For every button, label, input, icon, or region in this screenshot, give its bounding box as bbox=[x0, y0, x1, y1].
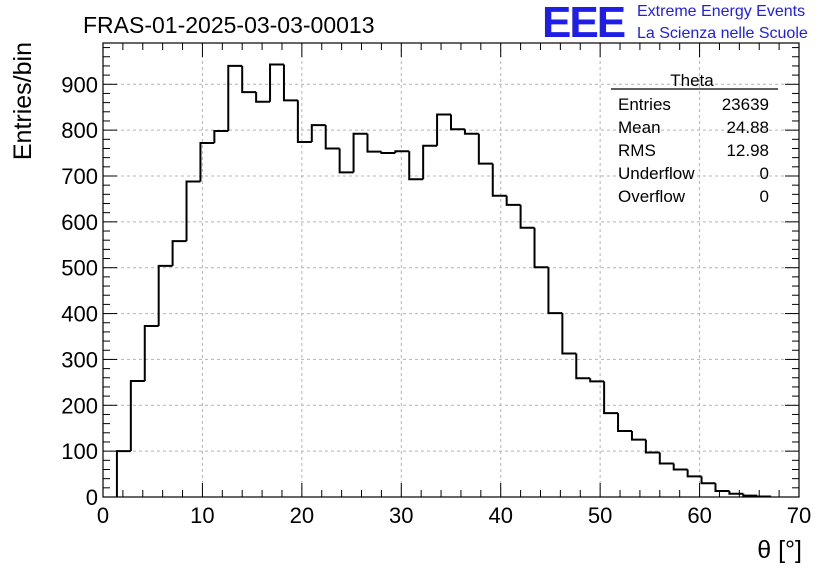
stats-row-label: Underflow bbox=[618, 164, 695, 183]
histogram-bin bbox=[171, 240, 187, 266]
histogram-bin bbox=[533, 227, 549, 269]
y-tick-label: 500 bbox=[61, 256, 98, 281]
histogram-bin bbox=[491, 163, 507, 197]
stats-box-rows: Entries 23639 Mean 24.88 RMS 12.98 Underflow 0 O… bbox=[618, 95, 769, 206]
stats-row-label: Mean bbox=[618, 118, 661, 137]
y-axis-label: Entries/bin bbox=[9, 42, 37, 160]
stats-row-value: 0 bbox=[760, 164, 769, 183]
x-tick-label: 20 bbox=[290, 503, 314, 528]
stats-row-label: RMS bbox=[618, 141, 656, 160]
histogram-bin bbox=[394, 150, 410, 154]
histogram-bin bbox=[450, 114, 465, 131]
histogram-bin bbox=[658, 452, 674, 465]
histogram-bin bbox=[617, 413, 632, 432]
histogram-bin bbox=[115, 450, 131, 497]
histogram-bin bbox=[477, 133, 493, 165]
histogram-bin bbox=[338, 148, 354, 174]
axis-ticks bbox=[102, 43, 800, 498]
y-tick-labels: 0 100 200 300 400 500 600 700 800 900 bbox=[61, 72, 98, 510]
stats-row-value: 24.88 bbox=[726, 118, 769, 137]
y-tick-label: 100 bbox=[61, 439, 98, 464]
eee-logo: EEE bbox=[542, 0, 626, 47]
histogram-bin bbox=[199, 141, 215, 182]
histogram-bin bbox=[561, 313, 577, 355]
y-tick-label: 800 bbox=[61, 118, 98, 143]
histogram-bin bbox=[255, 92, 271, 103]
logo-line-1: Extreme Energy Events bbox=[637, 3, 806, 20]
stats-row-label: Entries bbox=[618, 95, 671, 114]
x-tick-labels: 0 10 20 30 40 50 60 70 bbox=[97, 503, 811, 528]
y-tick-label: 400 bbox=[61, 302, 98, 327]
histogram-bin bbox=[463, 129, 479, 135]
y-tick-label: 600 bbox=[61, 210, 98, 235]
y-tick-label: 200 bbox=[61, 393, 98, 418]
histogram-bin bbox=[505, 195, 521, 206]
stats-box: Theta Entries 23639 Mean 24.88 RMS 12.98 Under… bbox=[611, 71, 778, 206]
histogram-bin bbox=[644, 439, 660, 454]
x-tick-label: 60 bbox=[687, 503, 711, 528]
histogram-bin bbox=[686, 469, 702, 478]
stats-row-value: 12.98 bbox=[726, 141, 769, 160]
x-axis-label: θ [°] bbox=[757, 536, 802, 564]
x-tick-label: 70 bbox=[787, 503, 811, 528]
histogram-bins bbox=[115, 63, 773, 498]
plot-frame bbox=[102, 42, 800, 498]
histogram-bin bbox=[422, 144, 438, 180]
histogram-bin bbox=[408, 151, 424, 181]
histogram-bin bbox=[589, 378, 605, 383]
stats-row-value: 23639 bbox=[722, 95, 769, 114]
histogram-bin bbox=[436, 113, 451, 146]
histogram-bin bbox=[575, 353, 591, 380]
histogram-bin bbox=[157, 264, 173, 326]
histogram-bin bbox=[185, 180, 201, 242]
logo-line-2: La Scienza nelle Scuole bbox=[637, 25, 808, 42]
histogram-bin bbox=[672, 463, 688, 471]
histogram-bin bbox=[282, 64, 298, 102]
histogram-bin bbox=[129, 379, 145, 452]
y-tick-label: 300 bbox=[61, 347, 98, 372]
y-tick-label: 0 bbox=[86, 485, 98, 510]
x-tick-label: 10 bbox=[190, 503, 214, 528]
histogram-bin bbox=[700, 476, 716, 485]
histogram-bin bbox=[241, 65, 257, 94]
histogram-bin bbox=[324, 125, 340, 150]
x-tick-label: 0 bbox=[97, 503, 109, 528]
histogram-bin bbox=[310, 124, 326, 143]
chart-title: FRAS-01-2025-03-03-00013 bbox=[83, 12, 375, 38]
y-tick-label: 700 bbox=[61, 164, 98, 189]
x-tick-label: 50 bbox=[588, 503, 612, 528]
histogram-bin bbox=[603, 381, 619, 415]
histogram-bin bbox=[143, 324, 159, 381]
histogram-bin bbox=[296, 100, 312, 144]
stats-row-value: 0 bbox=[760, 187, 769, 206]
histogram-bin bbox=[742, 493, 758, 497]
histogram-bin bbox=[352, 132, 368, 173]
stats-row-label: Overflow bbox=[618, 187, 686, 206]
histogram-bin bbox=[227, 64, 243, 132]
histogram-bin bbox=[380, 151, 396, 155]
histogram-bin bbox=[728, 491, 744, 495]
histogram-bin bbox=[714, 483, 730, 493]
histogram-bin bbox=[547, 267, 563, 315]
histogram-bin bbox=[366, 133, 382, 153]
x-tick-label: 30 bbox=[389, 503, 413, 528]
x-tick-label: 40 bbox=[488, 503, 512, 528]
y-tick-label: 900 bbox=[61, 72, 98, 97]
grid-lines bbox=[103, 43, 799, 497]
histogram-bin bbox=[519, 204, 535, 229]
histogram-bin bbox=[269, 63, 284, 102]
histogram-bin bbox=[213, 130, 229, 143]
stats-box-title: Theta bbox=[670, 71, 714, 90]
histogram-bin bbox=[630, 430, 646, 441]
